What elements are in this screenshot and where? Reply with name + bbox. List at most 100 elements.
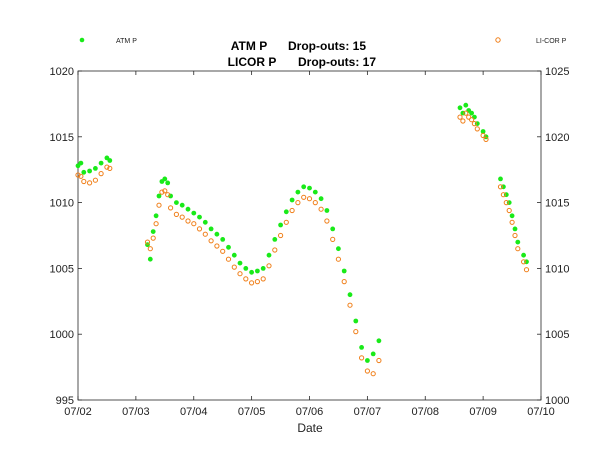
legend-licor-marker [495,37,501,43]
atm-point [330,226,336,232]
licor-point [104,164,110,170]
y-right-tick-label: 1000 [545,395,569,407]
licor-point [162,188,168,194]
licor-point [153,221,159,227]
atm-point [509,213,515,219]
licor-point [509,219,515,225]
licor-point [98,171,104,177]
atm-point [266,252,272,258]
licor-point [463,110,469,116]
x-tick-label: 07/08 [411,406,439,418]
atm-point [359,345,364,350]
licor-point [306,196,313,202]
licor-point [231,264,237,270]
licor-point [75,172,81,178]
licor-point [159,189,165,195]
atm-point [174,200,179,206]
licor-point [506,207,512,214]
atm-point [457,105,463,111]
x-tick-label: 07/06 [296,406,324,418]
atm-point [153,213,159,219]
atm-point [81,169,87,175]
licor-point [295,200,301,206]
atm-point [289,197,295,203]
series-licor-p [75,110,530,377]
licor-point [335,256,341,262]
atm-point [318,196,324,202]
licor-point [301,194,307,200]
atm-point [341,268,347,274]
y-right-tick-label: 1010 [545,263,569,275]
licor-point [469,117,475,123]
licor-point [237,271,243,277]
licor-point [318,206,324,212]
licor-point [359,355,365,361]
atm-point [301,184,307,190]
y-left-tick-label: 995 [56,395,74,407]
licor-point [179,214,185,220]
y-right-tick-label: 1005 [545,329,569,341]
licor-point [87,180,93,186]
licor-point [515,246,521,252]
licor-point [225,256,232,262]
atm-point [87,168,92,174]
y-right-tick-label: 1025 [545,66,569,78]
licor-point [144,239,151,245]
licor-point [457,114,463,120]
atm-point [255,268,260,274]
legend-atm-marker [79,37,85,43]
atm-point [365,358,370,363]
atm-point [185,206,191,212]
licor-point [196,226,203,232]
atm-point [283,209,289,215]
x-tick-label: 07/02 [64,406,92,418]
title-atm-label: ATM P [231,39,267,53]
atm-point [370,351,376,357]
legend-licor-label: LI-COR P [536,38,567,45]
atm-point [480,129,486,134]
x-tick-label: 07/07 [354,406,382,418]
licor-point [283,219,289,225]
data-marks [75,102,530,377]
atm-point [107,158,113,163]
licor-point [460,118,466,124]
atm-point [243,266,249,271]
atm-point [162,176,168,182]
series-atm-p [75,102,529,363]
licor-point [480,132,486,139]
atm-point [469,110,474,116]
atm-point [208,226,214,232]
licor-point [353,329,359,335]
licor-point [376,357,382,364]
licor-point [81,178,87,185]
atm-point [197,214,202,220]
licor-point [272,247,278,253]
licor-point [289,207,295,214]
title-atm-dropouts: Drop-outs: 15 [288,39,366,53]
atm-point [78,160,84,166]
licor-point [512,232,518,239]
licor-point [214,243,220,249]
atm-point [336,246,341,252]
licor-point [497,184,504,190]
atm-point [312,189,318,195]
atm-point [226,244,231,250]
y-right-tick-label: 1015 [545,198,569,210]
atm-point [150,229,156,235]
licor-point [266,263,272,269]
atm-point [231,252,237,258]
y-right-tick-label: 1020 [545,132,569,144]
licor-point [500,192,506,198]
atm-point [237,260,243,266]
licor-point [165,192,171,198]
atm-point [498,176,503,182]
x-tick-label: 07/03 [122,406,150,418]
atm-point [463,102,469,108]
atm-point [214,231,220,237]
atm-point [295,189,301,195]
licor-point [483,136,489,142]
x-axis-label: Date [297,421,323,435]
atm-point [249,269,255,275]
licor-point [168,205,174,211]
